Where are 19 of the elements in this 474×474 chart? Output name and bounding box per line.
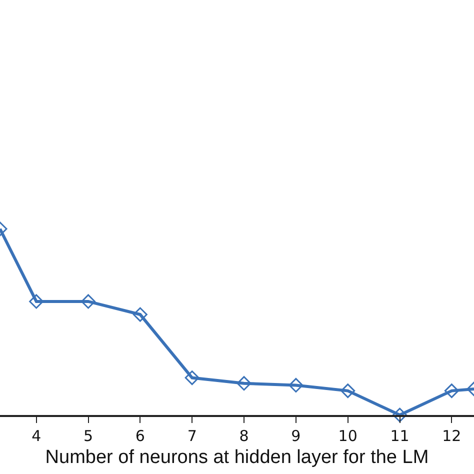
point xyxy=(288,378,304,392)
point xyxy=(340,384,356,398)
point xyxy=(236,376,252,391)
x-tick-label: 4 xyxy=(32,426,42,445)
x-tick-label: 10 xyxy=(338,426,358,445)
x-tick-label: 8 xyxy=(239,426,249,445)
x-tick-label: 5 xyxy=(83,426,94,445)
point xyxy=(29,294,44,309)
point xyxy=(81,294,96,309)
x-tick-label: 12 xyxy=(442,426,462,445)
x-tick-label: 9 xyxy=(291,426,301,445)
point xyxy=(392,408,408,422)
point xyxy=(184,370,200,386)
x-tick-label: 7 xyxy=(187,426,197,445)
x-axis-title: Number of neurons at hidden layer for the LM xyxy=(45,447,429,468)
x-tick-label: 11 xyxy=(390,426,410,445)
point xyxy=(132,307,148,322)
point xyxy=(444,384,459,398)
x-tick-label: 6 xyxy=(135,426,145,445)
